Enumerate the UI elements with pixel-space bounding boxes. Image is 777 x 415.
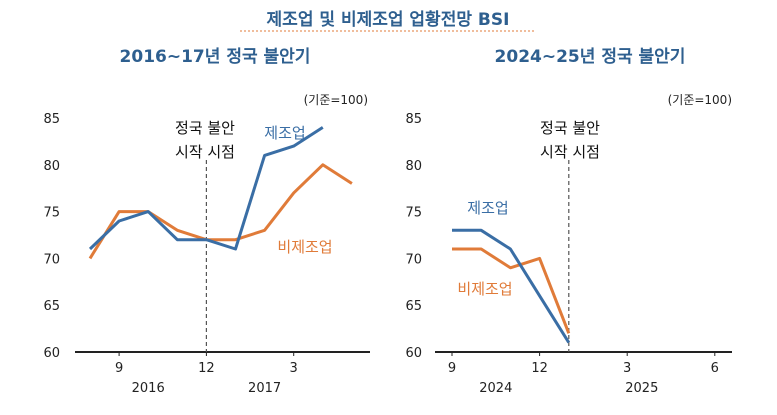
y-tick-label: 70 (405, 252, 422, 267)
y-tick-label: 85 (405, 112, 422, 127)
y-tick-label: 80 (43, 159, 60, 174)
y-tick-label: 75 (405, 206, 422, 221)
x-tick-label: 3 (290, 361, 298, 376)
series-label: 비제조업 (277, 238, 332, 256)
year-label: 2017 (248, 381, 281, 396)
event-annotation: 시작 시점 (540, 143, 600, 161)
series-label: 제조업 (264, 124, 305, 142)
x-tick-label: 3 (623, 361, 631, 376)
x-tick-label: 9 (115, 361, 123, 376)
unit-label: (기준=100) (668, 93, 732, 107)
y-tick-label: 60 (43, 346, 60, 361)
series-label: 비제조업 (457, 280, 512, 298)
y-tick-label: 85 (43, 112, 60, 127)
panel-title: 2024~25년 정국 불안기 (495, 47, 686, 67)
year-label: 2025 (625, 381, 658, 396)
panel-title: 2016~17년 정국 불안기 (120, 47, 311, 67)
year-label: 2024 (479, 381, 512, 396)
y-tick-label: 65 (405, 299, 422, 314)
x-tick-label: 12 (198, 361, 215, 376)
y-tick-label: 75 (43, 206, 60, 221)
x-tick-label: 6 (711, 361, 719, 376)
event-annotation: 정국 불안 (175, 119, 235, 137)
x-tick-label: 12 (531, 361, 548, 376)
figure-title: 제조업 및 비제조업 업황전망 BSI (267, 10, 510, 30)
unit-label: (기준=100) (304, 93, 368, 107)
series-line-non-manufacturing (88, 163, 353, 260)
event-annotation: 시작 시점 (175, 143, 235, 161)
x-tick-label: 9 (448, 361, 456, 376)
series-label: 제조업 (467, 199, 508, 217)
event-annotation: 정국 불안 (540, 119, 600, 137)
y-tick-label: 65 (43, 299, 60, 314)
y-tick-label: 80 (405, 159, 422, 174)
y-tick-label: 60 (405, 346, 422, 361)
y-tick-label: 70 (43, 252, 60, 267)
year-label: 2016 (132, 381, 165, 396)
panel-2024-2025: 2024~25년 정국 불안기 (기준=100) 60 65 70 75 80 85 9 12 3 6… (405, 47, 732, 396)
